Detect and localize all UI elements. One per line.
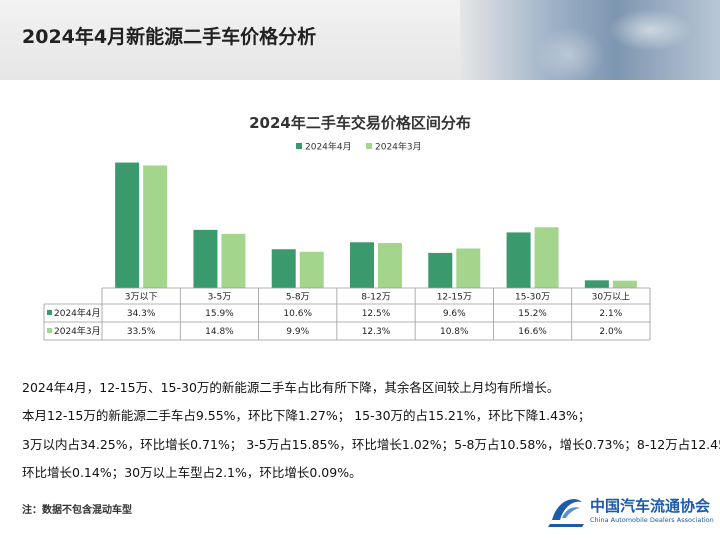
category-label: 3万以下 <box>125 293 158 303</box>
category-label: 8-12万 <box>361 293 390 303</box>
association-name-cn: 中国汽车流通协会 <box>590 497 711 515</box>
category-label: 3-5万 <box>208 293 232 303</box>
page-title: 2024年4月新能源二手车价格分析 <box>22 26 317 48</box>
data-label: 9.6% <box>443 309 466 319</box>
bar <box>378 243 402 288</box>
category-label: 5-8万 <box>286 293 310 303</box>
bar <box>534 227 559 288</box>
data-label: 33.5% <box>127 327 156 337</box>
bar <box>428 252 453 288</box>
row-series-label: 2024年3月 <box>54 325 101 337</box>
row-swatch <box>47 328 52 333</box>
chart-title: 2024年二手车交易价格区间分布 <box>249 114 471 132</box>
legend-label: 2024年3月 <box>375 141 422 153</box>
category-label: 15-30万 <box>515 293 550 303</box>
bar <box>506 232 531 288</box>
legend-swatch <box>366 143 372 149</box>
data-label: 12.5% <box>362 309 391 319</box>
data-label: 9.9% <box>286 327 309 337</box>
legend-swatch <box>296 143 302 149</box>
header-banner: 2024年4月新能源二手车价格分析 <box>0 0 720 80</box>
price-distribution-chart: 2024年4月 2024年3月 3万以下 3-5万 5-8万 8-12万 12-15万 15-… <box>43 141 651 341</box>
bar <box>115 162 140 288</box>
row-series-label: 2024年4月 <box>54 307 101 319</box>
data-label: 12.3% <box>362 327 391 337</box>
association-emblem-icon <box>548 499 584 527</box>
summary-line-3: 3万以内占34.25%，环比增长0.71%； 3-5万占15.85%，环比增长1… <box>22 437 720 452</box>
bar <box>221 233 246 288</box>
data-label: 10.8% <box>440 327 469 337</box>
legend-label: 2024年4月 <box>305 141 352 153</box>
header-map-image <box>460 0 720 80</box>
bar <box>350 242 374 288</box>
category-label: 12-15万 <box>437 293 472 303</box>
data-label: 34.3% <box>127 309 156 319</box>
data-label: 15.9% <box>205 309 234 319</box>
data-label: 10.6% <box>283 309 312 319</box>
bar <box>456 248 481 288</box>
summary-line-1: 2024年4月，12-15万、15-30万的新能源二手车占比有所下降，其余各区间… <box>22 380 560 395</box>
bar <box>271 249 296 288</box>
bar <box>143 165 168 288</box>
bar <box>584 280 609 288</box>
category-label: 30万以上 <box>592 292 630 303</box>
data-label: 15.2% <box>518 309 547 319</box>
data-label: 14.8% <box>205 327 234 337</box>
association-name-en: China Automobile Dealers Association <box>590 516 714 524</box>
summary-line-4: 环比增长0.14%；30万以上车型占2.1%，环比增长0.09%。 <box>22 465 362 480</box>
data-label: 16.6% <box>518 327 547 337</box>
summary-line-2: 本月12-15万的新能源二手车占9.55%，环比下降1.27%； 15-30万的… <box>22 408 591 423</box>
data-label: 2.0% <box>599 327 622 337</box>
bar <box>193 229 218 288</box>
bar <box>299 251 324 288</box>
association-logo: 中国汽车流通协会 China Automobile Dealers Associ… <box>548 492 714 532</box>
bar <box>612 280 637 288</box>
footnote: 注：数据不包含混动车型 <box>22 505 132 516</box>
row-swatch <box>47 310 52 315</box>
data-label: 2.1% <box>599 309 622 319</box>
